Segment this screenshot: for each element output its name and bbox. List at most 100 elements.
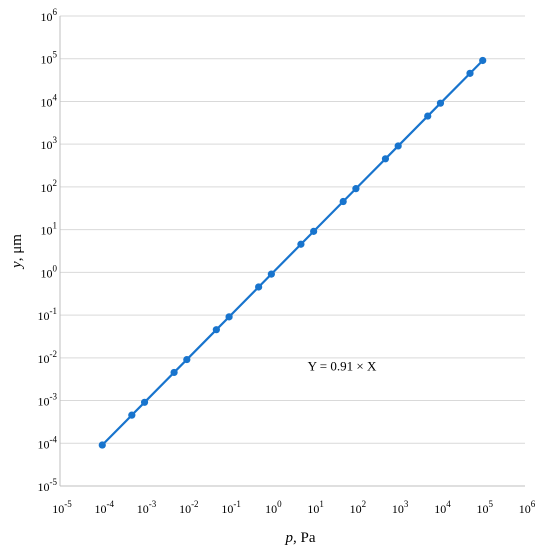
x-tick-label-5-exp: 0 (277, 499, 282, 509)
x-axis-label-var: p (285, 530, 294, 546)
x-axis-label-unit: , Pa (293, 530, 316, 546)
x-tick-label-4: 10-1 (221, 499, 241, 516)
y-tick-label-6-base: 10 (41, 224, 53, 238)
x-tick-label-1: 10-4 (95, 499, 115, 516)
y-tick-label-11: 106 (41, 7, 58, 24)
data-point-15 (424, 112, 432, 120)
y-tick-label-4-exp: -1 (50, 306, 58, 316)
x-tick-label-1-exp: -4 (107, 499, 115, 509)
x-tick-label-0-base: 10 (52, 502, 64, 516)
y-tick-label-1-exp: -4 (50, 434, 58, 444)
y-tick-label-5-base: 10 (41, 266, 53, 280)
y-tick-label-7: 102 (41, 178, 58, 195)
data-point-18 (479, 56, 487, 65)
x-tick-label-4-exp: -1 (233, 499, 241, 509)
y-tick-label-3: 10-2 (38, 349, 58, 366)
x-tick-label-6-base: 10 (307, 502, 319, 516)
x-tick-label-3-exp: -2 (191, 499, 199, 509)
y-tick-label-2-exp: -3 (50, 392, 58, 402)
y-tick-label-8-base: 10 (41, 138, 53, 152)
x-tick-label-7-exp: 2 (362, 499, 367, 509)
data-point-14 (394, 142, 402, 150)
y-tick-label-10-base: 10 (41, 53, 53, 67)
data-point-8 (267, 270, 275, 278)
x-tick-label-5-base: 10 (265, 502, 277, 516)
y-tick-label-10: 105 (41, 50, 58, 67)
data-point-16 (436, 99, 445, 107)
x-axis-label: p, Pa (285, 530, 316, 546)
data-point-5 (212, 326, 220, 334)
y-tick-label-6-exp: 1 (53, 221, 58, 231)
y-axis-ticks: 10-510-410-310-210-110010110210310410510… (38, 7, 58, 494)
y-tick-label-4: 10-1 (38, 306, 58, 323)
data-point-7 (255, 283, 263, 291)
x-tick-label-11-exp: 6 (531, 499, 536, 509)
data-point-10 (310, 227, 318, 235)
data-point-2 (140, 398, 149, 406)
x-tick-label-8: 103 (392, 499, 409, 516)
y-tick-label-0: 10-5 (38, 477, 58, 494)
x-tick-label-2-base: 10 (137, 502, 149, 516)
y-tick-label-10-exp: 5 (53, 50, 58, 60)
x-tick-label-1-base: 10 (95, 502, 107, 516)
y-tick-label-5: 100 (41, 263, 58, 280)
x-tick-label-3-base: 10 (179, 502, 191, 516)
y-tick-label-8: 103 (41, 135, 58, 152)
x-tick-label-0: 10-5 (52, 499, 72, 516)
x-tick-label-6-exp: 1 (319, 499, 324, 509)
y-axis-label: y, μm (9, 234, 25, 270)
data-point-17 (466, 69, 474, 77)
data-point-1 (128, 411, 136, 419)
x-tick-label-2-exp: -3 (149, 499, 157, 509)
data-point-13 (381, 155, 390, 163)
x-tick-label-9-exp: 4 (446, 499, 451, 509)
data-point-6 (225, 313, 233, 321)
y-tick-label-3-base: 10 (38, 352, 50, 366)
x-tick-label-9-base: 10 (434, 502, 446, 516)
x-axis-ticks: 10-5 10-4 10-3 10-2 10-1 100 101 102 103 104 105 10… (52, 499, 536, 516)
y-tick-label-8-exp: 3 (53, 135, 58, 145)
y-tick-label-5-exp: 0 (53, 263, 58, 273)
x-tick-label-10-exp: 5 (488, 499, 493, 509)
y-tick-label-4-base: 10 (38, 309, 50, 323)
data-point-4 (183, 355, 191, 364)
x-tick-label-3: 10-2 (179, 499, 199, 516)
x-tick-label-10: 105 (476, 499, 493, 516)
y-tick-label-7-base: 10 (41, 181, 53, 195)
y-tick-label-9: 104 (41, 92, 58, 109)
y-tick-label-7-exp: 2 (53, 178, 58, 188)
grid (60, 15, 525, 487)
data-point-0 (98, 441, 106, 449)
x-tick-label-9: 104 (434, 499, 451, 516)
data-points (98, 56, 487, 449)
y-tick-label-9-exp: 4 (53, 92, 58, 102)
y-tick-label-9-base: 10 (41, 95, 53, 109)
y-tick-label-3-exp: -2 (50, 349, 58, 359)
x-tick-label-11-base: 10 (519, 502, 531, 516)
data-point-9 (297, 240, 305, 248)
y-tick-label-11-base: 10 (41, 10, 53, 24)
data-point-11 (339, 197, 347, 206)
y-axis-label-unit: , μm (9, 234, 25, 262)
x-tick-label-7-base: 10 (350, 502, 362, 516)
y-tick-label-0-exp: -5 (50, 477, 58, 487)
y-tick-label-11-exp: 6 (53, 7, 58, 17)
y-axis-label-var: y (9, 261, 25, 270)
data-point-3 (170, 368, 178, 377)
y-tick-label-1: 10-4 (38, 434, 58, 451)
y-tick-label-1-base: 10 (38, 437, 50, 451)
y-tick-label-2-base: 10 (38, 395, 50, 409)
x-tick-label-7: 102 (350, 499, 367, 516)
x-tick-label-8-exp: 3 (404, 499, 409, 509)
x-tick-label-10-base: 10 (476, 502, 488, 516)
y-tick-label-2: 10-3 (38, 392, 58, 409)
x-tick-label-11: 106 (519, 499, 536, 516)
x-tick-label-6: 101 (307, 499, 324, 516)
x-tick-label-4-base: 10 (221, 502, 233, 516)
data-point-12 (352, 185, 360, 193)
x-tick-label-2: 10-3 (137, 499, 157, 516)
x-tick-label-0-exp: -5 (64, 499, 72, 509)
y-tick-label-0-base: 10 (38, 480, 50, 494)
x-tick-label-5: 100 (265, 499, 282, 516)
